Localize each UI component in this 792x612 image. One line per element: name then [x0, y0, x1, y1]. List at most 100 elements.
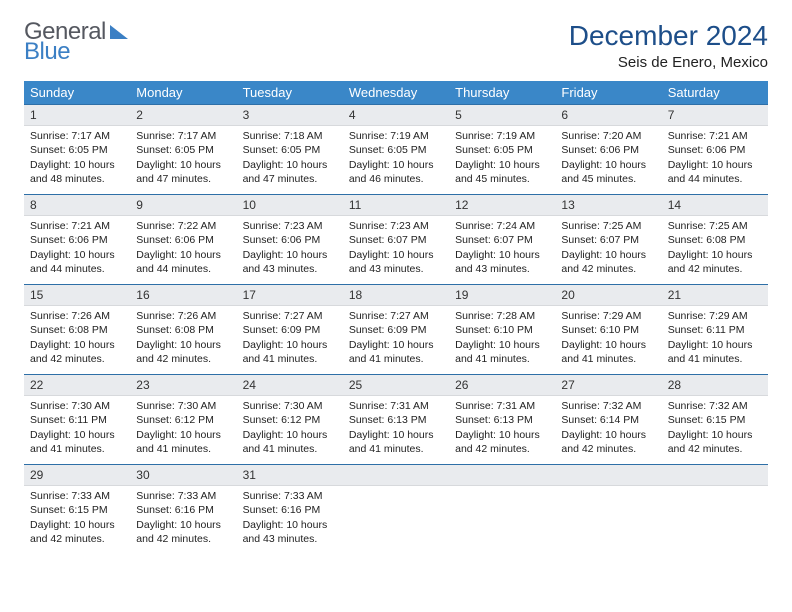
calendar-cell: 2Sunrise: 7:17 AMSunset: 6:05 PMDaylight…	[130, 104, 236, 194]
day-number-bar: 11	[343, 194, 449, 216]
day-body: Sunrise: 7:29 AMSunset: 6:11 PMDaylight:…	[662, 306, 768, 372]
day-number-bar: 6	[555, 104, 661, 126]
sunset-line: Sunset: 6:10 PM	[561, 323, 655, 337]
sunrise-line: Sunrise: 7:30 AM	[30, 399, 124, 413]
day-body: Sunrise: 7:17 AMSunset: 6:05 PMDaylight:…	[130, 126, 236, 192]
sunset-line: Sunset: 6:08 PM	[30, 323, 124, 337]
daylight-line: Daylight: 10 hours and 45 minutes.	[561, 158, 655, 186]
calendar-cell: 28Sunrise: 7:32 AMSunset: 6:15 PMDayligh…	[662, 374, 768, 464]
calendar-cell: 24Sunrise: 7:30 AMSunset: 6:12 PMDayligh…	[237, 374, 343, 464]
weekday-header: Friday	[555, 81, 661, 104]
daylight-line: Daylight: 10 hours and 41 minutes.	[668, 338, 762, 366]
day-body: Sunrise: 7:27 AMSunset: 6:09 PMDaylight:…	[343, 306, 449, 372]
sunrise-line: Sunrise: 7:26 AM	[30, 309, 124, 323]
logo-text-blue: Blue	[24, 40, 128, 64]
daylight-line: Daylight: 10 hours and 44 minutes.	[30, 248, 124, 276]
calendar-head: SundayMondayTuesdayWednesdayThursdayFrid…	[24, 81, 768, 104]
day-body: Sunrise: 7:27 AMSunset: 6:09 PMDaylight:…	[237, 306, 343, 372]
calendar-cell: 13Sunrise: 7:25 AMSunset: 6:07 PMDayligh…	[555, 194, 661, 284]
day-body: Sunrise: 7:31 AMSunset: 6:13 PMDaylight:…	[449, 396, 555, 462]
calendar-week-row: 22Sunrise: 7:30 AMSunset: 6:11 PMDayligh…	[24, 374, 768, 464]
day-body: Sunrise: 7:30 AMSunset: 6:12 PMDaylight:…	[130, 396, 236, 462]
day-number-bar: 1	[24, 104, 130, 126]
calendar-week-row: 15Sunrise: 7:26 AMSunset: 6:08 PMDayligh…	[24, 284, 768, 374]
daylight-line: Daylight: 10 hours and 47 minutes.	[243, 158, 337, 186]
calendar-cell: 16Sunrise: 7:26 AMSunset: 6:08 PMDayligh…	[130, 284, 236, 374]
calendar-body: 1Sunrise: 7:17 AMSunset: 6:05 PMDaylight…	[24, 104, 768, 554]
daylight-line: Daylight: 10 hours and 42 minutes.	[136, 518, 230, 546]
day-number-bar: 24	[237, 374, 343, 396]
day-body: Sunrise: 7:20 AMSunset: 6:06 PMDaylight:…	[555, 126, 661, 192]
sunrise-line: Sunrise: 7:27 AM	[243, 309, 337, 323]
daylight-line: Daylight: 10 hours and 41 minutes.	[30, 428, 124, 456]
calendar-cell: 14Sunrise: 7:25 AMSunset: 6:08 PMDayligh…	[662, 194, 768, 284]
calendar-cell: 26Sunrise: 7:31 AMSunset: 6:13 PMDayligh…	[449, 374, 555, 464]
day-number-bar: 20	[555, 284, 661, 306]
calendar-cell	[555, 464, 661, 554]
day-body: Sunrise: 7:23 AMSunset: 6:06 PMDaylight:…	[237, 216, 343, 282]
weekday-header: Sunday	[24, 81, 130, 104]
day-body: Sunrise: 7:32 AMSunset: 6:15 PMDaylight:…	[662, 396, 768, 462]
day-number-bar: 23	[130, 374, 236, 396]
sunrise-line: Sunrise: 7:28 AM	[455, 309, 549, 323]
calendar-cell: 12Sunrise: 7:24 AMSunset: 6:07 PMDayligh…	[449, 194, 555, 284]
calendar-cell: 17Sunrise: 7:27 AMSunset: 6:09 PMDayligh…	[237, 284, 343, 374]
sunrise-line: Sunrise: 7:31 AM	[455, 399, 549, 413]
sunrise-line: Sunrise: 7:29 AM	[668, 309, 762, 323]
day-number-bar: 14	[662, 194, 768, 216]
daylight-line: Daylight: 10 hours and 47 minutes.	[136, 158, 230, 186]
sunset-line: Sunset: 6:06 PM	[668, 143, 762, 157]
daylight-line: Daylight: 10 hours and 42 minutes.	[455, 428, 549, 456]
day-body: Sunrise: 7:30 AMSunset: 6:12 PMDaylight:…	[237, 396, 343, 462]
day-body: Sunrise: 7:26 AMSunset: 6:08 PMDaylight:…	[130, 306, 236, 372]
sunrise-line: Sunrise: 7:32 AM	[561, 399, 655, 413]
daylight-line: Daylight: 10 hours and 42 minutes.	[668, 248, 762, 276]
day-body: Sunrise: 7:21 AMSunset: 6:06 PMDaylight:…	[662, 126, 768, 192]
daylight-line: Daylight: 10 hours and 41 minutes.	[243, 338, 337, 366]
day-number-bar: 4	[343, 104, 449, 126]
sunset-line: Sunset: 6:06 PM	[243, 233, 337, 247]
calendar-cell: 29Sunrise: 7:33 AMSunset: 6:15 PMDayligh…	[24, 464, 130, 554]
sunset-line: Sunset: 6:06 PM	[561, 143, 655, 157]
day-body: Sunrise: 7:33 AMSunset: 6:16 PMDaylight:…	[237, 486, 343, 552]
sunset-line: Sunset: 6:08 PM	[668, 233, 762, 247]
day-body: Sunrise: 7:33 AMSunset: 6:16 PMDaylight:…	[130, 486, 236, 552]
sunrise-line: Sunrise: 7:33 AM	[30, 489, 124, 503]
day-number-bar: 17	[237, 284, 343, 306]
daylight-line: Daylight: 10 hours and 41 minutes.	[243, 428, 337, 456]
sunset-line: Sunset: 6:05 PM	[136, 143, 230, 157]
sunrise-line: Sunrise: 7:33 AM	[136, 489, 230, 503]
day-body: Sunrise: 7:31 AMSunset: 6:13 PMDaylight:…	[343, 396, 449, 462]
calendar-week-row: 29Sunrise: 7:33 AMSunset: 6:15 PMDayligh…	[24, 464, 768, 554]
calendar-cell: 18Sunrise: 7:27 AMSunset: 6:09 PMDayligh…	[343, 284, 449, 374]
day-body: Sunrise: 7:28 AMSunset: 6:10 PMDaylight:…	[449, 306, 555, 372]
day-number-bar: 12	[449, 194, 555, 216]
calendar-cell: 1Sunrise: 7:17 AMSunset: 6:05 PMDaylight…	[24, 104, 130, 194]
sunset-line: Sunset: 6:09 PM	[243, 323, 337, 337]
day-number-bar: 19	[449, 284, 555, 306]
day-number-bar: 27	[555, 374, 661, 396]
calendar-cell: 27Sunrise: 7:32 AMSunset: 6:14 PMDayligh…	[555, 374, 661, 464]
title-block: December 2024 Seis de Enero, Mexico	[569, 20, 768, 71]
month-title: December 2024	[569, 20, 768, 52]
sunset-line: Sunset: 6:07 PM	[455, 233, 549, 247]
sunrise-line: Sunrise: 7:25 AM	[561, 219, 655, 233]
calendar-cell	[449, 464, 555, 554]
calendar-cell: 9Sunrise: 7:22 AMSunset: 6:06 PMDaylight…	[130, 194, 236, 284]
day-number-bar: 26	[449, 374, 555, 396]
calendar-cell	[343, 464, 449, 554]
sunrise-line: Sunrise: 7:30 AM	[243, 399, 337, 413]
weekday-header: Tuesday	[237, 81, 343, 104]
day-number-bar	[555, 464, 661, 486]
day-body: Sunrise: 7:29 AMSunset: 6:10 PMDaylight:…	[555, 306, 661, 372]
sunset-line: Sunset: 6:13 PM	[349, 413, 443, 427]
sunrise-line: Sunrise: 7:22 AM	[136, 219, 230, 233]
day-body: Sunrise: 7:21 AMSunset: 6:06 PMDaylight:…	[24, 216, 130, 282]
daylight-line: Daylight: 10 hours and 42 minutes.	[30, 338, 124, 366]
calendar-cell: 30Sunrise: 7:33 AMSunset: 6:16 PMDayligh…	[130, 464, 236, 554]
sunrise-line: Sunrise: 7:23 AM	[349, 219, 443, 233]
sunset-line: Sunset: 6:13 PM	[455, 413, 549, 427]
calendar-cell: 11Sunrise: 7:23 AMSunset: 6:07 PMDayligh…	[343, 194, 449, 284]
day-number-bar: 22	[24, 374, 130, 396]
calendar-cell: 15Sunrise: 7:26 AMSunset: 6:08 PMDayligh…	[24, 284, 130, 374]
